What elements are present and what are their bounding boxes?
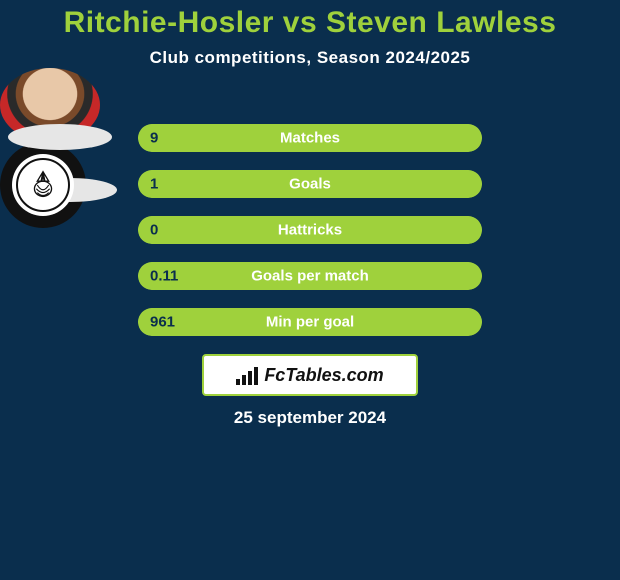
source-badge: FcTables.com: [202, 354, 418, 396]
page-title: Ritchie-Hosler vs Steven Lawless: [0, 0, 620, 40]
stat-bar-value: 9: [150, 130, 158, 147]
stat-bar: 9 Matches: [138, 124, 482, 152]
stat-bar: 1 Goals: [138, 170, 482, 198]
stat-bar: 0.11 Goals per match: [138, 262, 482, 290]
thistle-icon: [12, 154, 74, 216]
stat-bar-label: Goals per match: [251, 268, 369, 285]
stat-bar-label: Matches: [280, 130, 340, 147]
source-badge-label: FcTables.com: [264, 365, 383, 386]
stat-bar-label: Hattricks: [278, 222, 342, 239]
date-label: 25 september 2024: [234, 408, 386, 428]
player2-club-badge: [0, 142, 86, 228]
stat-bars: 9 Matches 1 Goals 0 Hattricks 0.11 Goals per ma…: [138, 124, 482, 354]
stat-bar-value: 961: [150, 314, 175, 331]
stat-bar-value: 1: [150, 176, 158, 193]
bar-chart-icon: [236, 365, 258, 385]
subtitle: Club competitions, Season 2024/2025: [0, 48, 620, 68]
stat-bar-value: 0.11: [150, 268, 178, 285]
comparison-infographic: Ritchie-Hosler vs Steven Lawless Club co…: [0, 0, 620, 580]
stat-bar: 961 Min per goal: [138, 308, 482, 336]
stat-bar-label: Goals: [289, 176, 331, 193]
stat-bar-value: 0: [150, 222, 158, 239]
player1-avatar-placeholder: [8, 124, 112, 150]
stat-bar-label: Min per goal: [266, 314, 354, 331]
stat-bar: 0 Hattricks: [138, 216, 482, 244]
